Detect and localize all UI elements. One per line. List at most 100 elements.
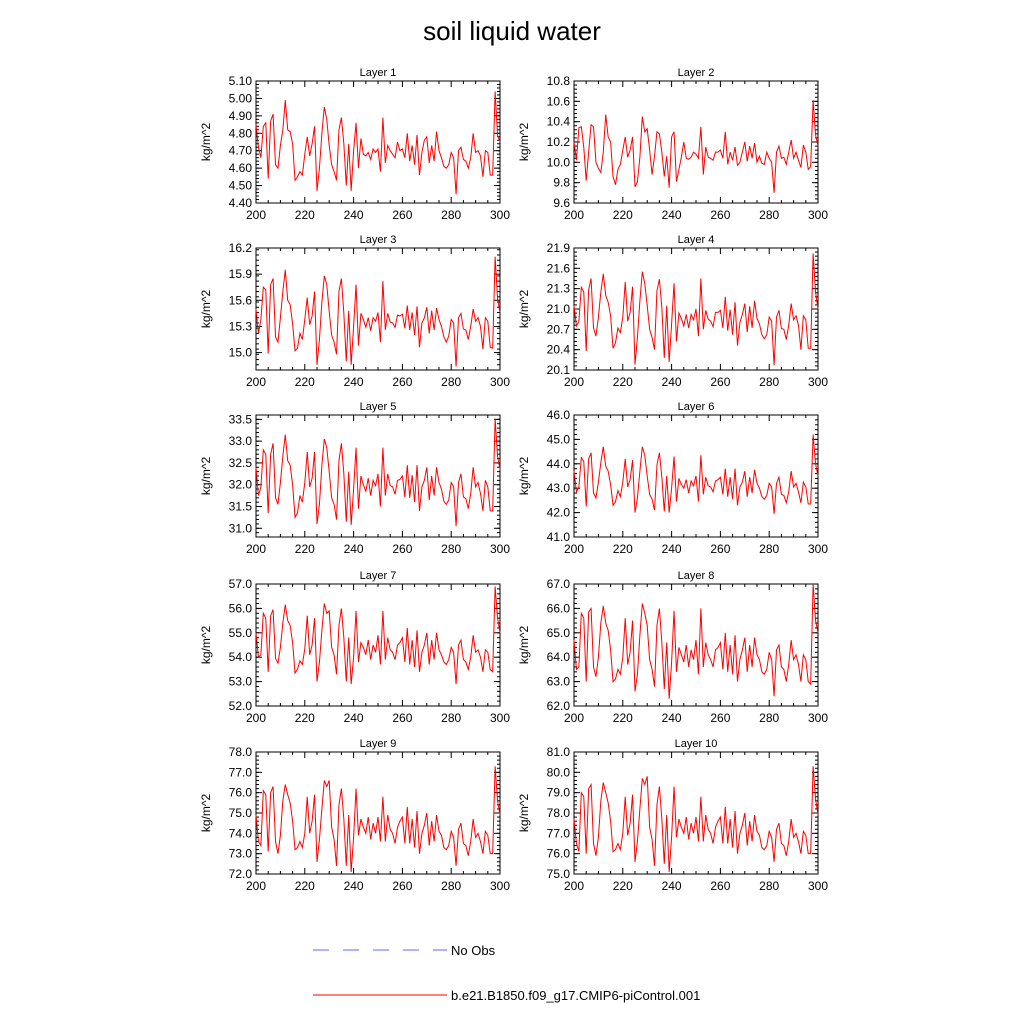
y-tick-label: 31.5 [229,500,253,514]
y-tick-label: 72.0 [229,867,253,881]
y-tick-label: 15.6 [229,293,253,307]
series-line-layer-3 [255,256,501,367]
y-tick-label: 10.4 [547,115,571,129]
y-tick-label: 81.0 [547,745,571,759]
y-axis-label: kg/m^2 [199,123,213,162]
x-tick-label: 300 [490,375,510,389]
y-tick-label: 4.60 [229,161,253,175]
x-tick-label: 300 [490,542,510,556]
legend-label-model: b.e21.B1850.f09_g17.CMIP6-piControl.001 [451,988,700,1003]
y-axis-label: kg/m^2 [199,626,213,665]
y-tick-label: 32.5 [229,456,253,470]
x-tick-label: 260 [710,208,730,222]
x-tick-label: 260 [392,208,412,222]
panel-title-layer-6: Layer 6 [678,401,715,413]
x-tick-label: 300 [808,711,828,725]
x-tick-label: 220 [295,542,315,556]
panel-title-layer-5: Layer 5 [360,401,397,413]
y-tick-label: 21.9 [547,241,571,255]
x-tick-label: 240 [662,711,682,725]
x-tick-label: 280 [441,375,461,389]
panel-title-layer-4: Layer 4 [678,234,715,246]
panel-layer-2: Layer 2 kg/m^2 200 220 240 260 280 300 9.6 9.8 10.… [517,67,828,222]
y-axis-label: kg/m^2 [199,457,213,496]
series-line-layer-8 [573,583,819,699]
y-tick-label: 15.0 [229,346,253,360]
y-axis-label: kg/m^2 [199,290,213,329]
x-tick-label: 240 [344,879,364,893]
y-tick-label: 4.50 [229,179,253,193]
x-tick-label: 280 [441,208,461,222]
panel-layer-10: Layer 10 kg/m^2 200 220 240 260 280 300 75.0 76.0… [517,738,828,893]
y-tick-label: 44.0 [547,457,571,471]
x-tick-label: 300 [808,879,828,893]
y-tick-label: 56.0 [229,601,253,615]
x-tick-label: 200 [564,711,584,725]
x-tick-label: 300 [490,711,510,725]
panel-layer-7: Layer 7 kg/m^2 200 220 240 260 280 300 52.0 53.0 5… [199,570,510,725]
x-tick-label: 300 [490,208,510,222]
x-tick-label: 280 [759,879,779,893]
y-tick-label: 80.0 [547,765,571,779]
x-tick-label: 200 [564,879,584,893]
y-axis-label: kg/m^2 [517,457,531,496]
y-tick-label: 21.0 [547,302,571,316]
legend: No Obs b.e21.B1850.f09_g17.CMIP6-piContr… [313,943,700,1003]
x-tick-label: 220 [613,711,633,725]
x-tick-label: 200 [246,711,266,725]
series-line-layer-5 [255,418,501,527]
y-tick-label: 20.4 [547,343,571,357]
y-tick-label: 21.6 [547,261,571,275]
y-axis-label: kg/m^2 [517,123,531,162]
y-tick-label: 62.0 [547,699,571,713]
x-tick-label: 260 [392,711,412,725]
x-tick-label: 300 [808,208,828,222]
x-tick-label: 280 [759,208,779,222]
y-axis-label: kg/m^2 [199,794,213,833]
x-tick-label: 260 [392,375,412,389]
x-tick-label: 260 [710,375,730,389]
x-tick-label: 220 [295,208,315,222]
x-tick-label: 280 [441,879,461,893]
x-tick-label: 200 [246,375,266,389]
y-tick-label: 9.8 [553,176,570,190]
y-tick-label: 73.0 [229,847,253,861]
y-tick-label: 57.0 [229,577,253,591]
y-tick-label: 67.0 [547,577,571,591]
figure-title: soil liquid water [423,16,601,46]
y-axis-label: kg/m^2 [517,290,531,329]
y-tick-label: 55.0 [229,626,253,640]
x-tick-label: 220 [295,879,315,893]
x-tick-label: 200 [564,208,584,222]
panels: Layer 1 kg/m^2 200 220 240 260 280 300 4.40 4.50 4… [199,67,828,893]
y-tick-label: 43.0 [547,481,571,495]
panel-layer-1: Layer 1 kg/m^2 200 220 240 260 280 300 4.40 4.50 4… [199,67,510,222]
y-tick-label: 4.40 [229,196,253,210]
y-tick-label: 33.5 [229,412,253,426]
series-line-layer-10 [573,766,819,873]
y-tick-label: 15.3 [229,319,253,333]
x-tick-label: 240 [662,879,682,893]
y-tick-label: 74.0 [229,826,253,840]
y-tick-label: 45.0 [547,432,571,446]
panel-layer-3: Layer 3 kg/m^2 200 220 240 260 280 300 15.0 15.3 1… [199,234,510,389]
x-tick-label: 220 [613,542,633,556]
panel-title-layer-7: Layer 7 [360,570,397,582]
y-tick-label: 52.0 [229,699,253,713]
x-tick-label: 240 [662,375,682,389]
y-tick-label: 10.2 [547,135,571,149]
plot-frame [573,751,819,875]
y-tick-label: 65.0 [547,626,571,640]
y-tick-label: 78.0 [547,806,571,820]
y-tick-label: 76.0 [229,786,253,800]
x-tick-label: 260 [710,711,730,725]
y-tick-label: 42.0 [547,506,571,520]
x-tick-label: 280 [441,711,461,725]
x-tick-label: 300 [490,879,510,893]
y-tick-label: 76.0 [547,847,571,861]
x-tick-label: 240 [662,542,682,556]
x-tick-label: 300 [808,375,828,389]
y-tick-label: 16.2 [229,241,253,255]
y-tick-label: 4.70 [229,144,253,158]
panel-layer-6: Layer 6 kg/m^2 200 220 240 260 280 300 41.0 42.0 4… [517,401,828,556]
